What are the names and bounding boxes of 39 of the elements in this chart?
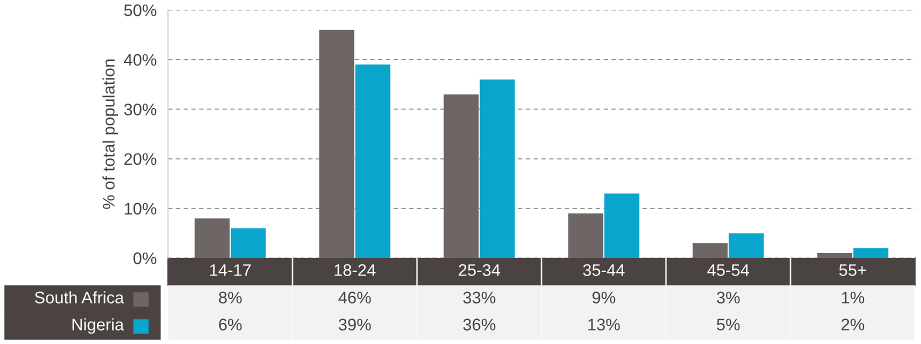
bar	[194, 218, 230, 258]
data-label: 36%	[463, 318, 496, 330]
bar	[444, 94, 479, 258]
data-label: 8%	[218, 292, 242, 304]
data-label: 1%	[842, 292, 864, 304]
data-label: 2%	[842, 318, 864, 330]
x-tick-label: 18-24	[334, 264, 376, 276]
legend-label: Nigeria	[72, 318, 124, 334]
bar	[319, 30, 354, 258]
y-tick-label: 10%	[124, 202, 156, 215]
y-tick-label: 20%	[124, 153, 156, 166]
data-label: 13%	[588, 318, 620, 330]
bar	[728, 233, 764, 258]
bar	[853, 248, 888, 258]
legend-label: South Africa	[34, 291, 124, 304]
bar	[604, 194, 640, 258]
bar	[480, 79, 515, 258]
x-tick-label: 25-34	[458, 264, 500, 276]
y-tick-label: 30%	[124, 104, 156, 116]
bar	[817, 253, 852, 258]
data-label: 5%	[716, 318, 740, 330]
y-axis-title: % of total population	[102, 60, 118, 209]
y-tick-label: 50%	[124, 4, 156, 16]
x-tick-label: 14-17	[210, 264, 251, 276]
x-tick-label: 35-44	[583, 264, 625, 276]
data-label: 6%	[219, 318, 242, 330]
bar	[692, 243, 728, 258]
data-label: 9%	[592, 292, 616, 304]
bar	[230, 228, 266, 258]
x-tick-label: 55+	[839, 264, 866, 276]
y-tick-label: 0%	[133, 252, 156, 264]
data-label: 33%	[463, 292, 496, 304]
bar	[568, 213, 604, 258]
bar	[355, 64, 390, 258]
data-label: 3%	[716, 292, 740, 304]
y-tick-label: 40%	[124, 54, 156, 66]
data-label: 46%	[338, 292, 371, 304]
x-tick-label: 45-54	[707, 264, 750, 276]
data-label: 39%	[338, 318, 371, 330]
